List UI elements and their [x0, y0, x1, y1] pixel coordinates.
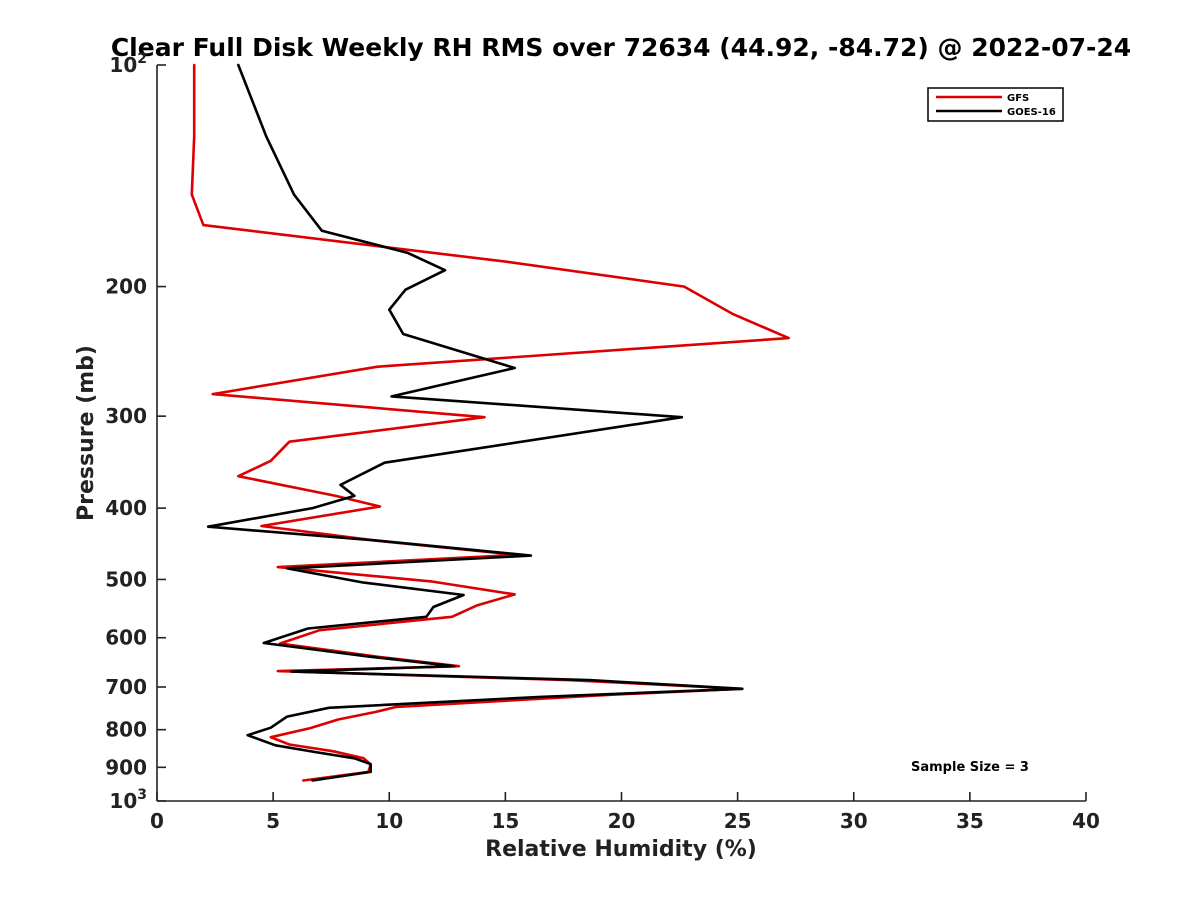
x-tick-label: 15: [491, 809, 519, 833]
y-tick-label: 700: [105, 675, 147, 699]
sample-size-annotation: Sample Size = 3: [911, 760, 1029, 775]
x-tick-label: 35: [956, 809, 984, 833]
y-tick-label: 103: [109, 787, 147, 813]
legend-label-gfs: GFS: [1007, 93, 1029, 104]
chart-title: Clear Full Disk Weekly RH RMS over 72634…: [111, 33, 1131, 62]
x-tick-label: 0: [150, 809, 164, 833]
x-tick-label: 10: [375, 809, 403, 833]
y-tick-label: 200: [105, 275, 147, 299]
series-line-gfs: [190, 63, 791, 782]
y-tick-label: 900: [105, 755, 147, 779]
y-tick-label: 102: [109, 51, 147, 77]
y-tick-label: 500: [105, 567, 147, 591]
x-ticks: 0 5 10 15 20 25 30 35 40: [150, 792, 1100, 833]
y-tick-label: 400: [105, 496, 147, 520]
y-tick-label: 300: [105, 404, 147, 428]
x-tick-label: 20: [608, 809, 636, 833]
x-tick-label: 25: [724, 809, 752, 833]
series-layer: [190, 63, 791, 782]
series-line-goes16: [206, 63, 744, 782]
x-tick-label: 5: [266, 809, 280, 833]
y-tick-label: 800: [105, 718, 147, 742]
x-axis-label: Relative Humidity (%): [485, 837, 757, 862]
x-tick-label: 40: [1072, 809, 1100, 833]
axes: [156, 65, 1086, 802]
y-ticks: 102 200 300 400 500 600 700 800 900 103: [105, 51, 166, 813]
legend: GFS GOES-16: [927, 87, 1064, 122]
y-axis-label: Pressure (mb): [74, 345, 99, 521]
y-tick-label: 600: [105, 626, 147, 650]
x-tick-label: 30: [840, 809, 868, 833]
legend-box: [927, 87, 1064, 122]
legend-label-goes16: GOES-16: [1007, 107, 1056, 118]
